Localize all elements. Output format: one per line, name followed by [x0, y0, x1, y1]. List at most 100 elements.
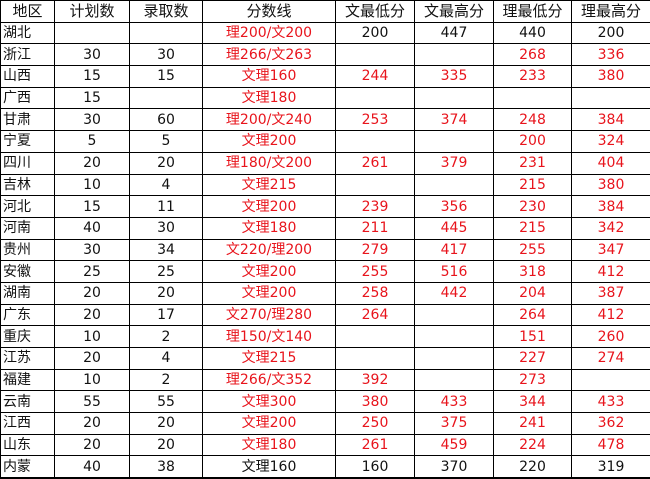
wen-min-cell: 253 [336, 109, 415, 131]
header-li-min: 理最低分 [494, 1, 572, 23]
li-min-cell: 224 [494, 434, 572, 456]
li-min-cell: 215 [494, 174, 572, 196]
admitted-cell [130, 87, 203, 109]
wen-min-cell [336, 87, 415, 109]
li-min-cell [494, 87, 572, 109]
plan-cell: 55 [55, 391, 130, 413]
region-cell: 广东 [1, 304, 55, 326]
plan-cell: 15 [55, 196, 130, 218]
wen-max-cell [415, 174, 494, 196]
wen-min-cell: 250 [336, 413, 415, 435]
score-line-cell: 文理200 [203, 196, 336, 218]
score-line-cell: 理266/文352 [203, 369, 336, 391]
wen-min-cell [336, 131, 415, 153]
wen-min-cell: 211 [336, 217, 415, 239]
wen-max-cell: 516 [415, 261, 494, 283]
plan-cell: 5 [55, 131, 130, 153]
li-max-cell: 384 [572, 109, 650, 131]
score-line-cell: 文理180 [203, 217, 336, 239]
region-cell: 安徽 [1, 261, 55, 283]
li-min-cell: 231 [494, 152, 572, 174]
plan-cell: 15 [55, 87, 130, 109]
admitted-cell: 4 [130, 174, 203, 196]
admitted-cell: 2 [130, 369, 203, 391]
region-cell: 广西 [1, 87, 55, 109]
li-min-cell: 264 [494, 304, 572, 326]
plan-cell: 25 [55, 261, 130, 283]
score-line-cell: 理200/文200 [203, 22, 336, 44]
plan-cell [55, 22, 130, 44]
li-max-cell: 324 [572, 131, 650, 153]
li-max-cell: 412 [572, 261, 650, 283]
li-min-cell: 255 [494, 239, 572, 261]
wen-min-cell: 380 [336, 391, 415, 413]
wen-max-cell [415, 131, 494, 153]
plan-cell: 20 [55, 304, 130, 326]
wen-max-cell [415, 44, 494, 66]
wen-min-cell: 244 [336, 66, 415, 88]
plan-cell: 10 [55, 369, 130, 391]
admitted-cell: 17 [130, 304, 203, 326]
wen-max-cell: 374 [415, 109, 494, 131]
wen-max-cell [415, 348, 494, 370]
admitted-cell: 15 [130, 66, 203, 88]
li-max-cell [572, 369, 650, 391]
wen-min-cell: 261 [336, 434, 415, 456]
header-wen-min: 文最低分 [336, 1, 415, 23]
plan-cell: 40 [55, 217, 130, 239]
li-max-cell: 274 [572, 348, 650, 370]
header-region: 地区 [1, 1, 55, 23]
score-line-cell: 理200/文240 [203, 109, 336, 131]
wen-max-cell [415, 304, 494, 326]
region-cell: 江西 [1, 413, 55, 435]
wen-max-cell: 379 [415, 152, 494, 174]
plan-cell: 20 [55, 348, 130, 370]
score-line-cell: 文270/理280 [203, 304, 336, 326]
wen-min-cell: 200 [336, 22, 415, 44]
plan-cell: 20 [55, 434, 130, 456]
score-line-cell: 理150/文140 [203, 326, 336, 348]
li-max-cell: 412 [572, 304, 650, 326]
admitted-cell: 2 [130, 326, 203, 348]
wen-min-cell [336, 326, 415, 348]
li-max-cell: 342 [572, 217, 650, 239]
wen-min-cell: 392 [336, 369, 415, 391]
header-row: 地区 计划数 录取数 分数线 文最低分 文最高分 理最低分 理最高分 [1, 1, 650, 23]
li-min-cell: 230 [494, 196, 572, 218]
wen-min-cell: 264 [336, 304, 415, 326]
li-min-cell: 200 [494, 131, 572, 153]
header-admitted: 录取数 [130, 1, 203, 23]
score-line-cell: 文理200 [203, 261, 336, 283]
wen-max-cell [415, 369, 494, 391]
admitted-cell: 30 [130, 44, 203, 66]
li-min-cell: 215 [494, 217, 572, 239]
li-max-cell: 319 [572, 456, 650, 478]
plan-cell: 15 [55, 66, 130, 88]
li-min-cell: 268 [494, 44, 572, 66]
admitted-cell: 20 [130, 282, 203, 304]
wen-max-cell [415, 326, 494, 348]
wen-min-cell: 258 [336, 282, 415, 304]
li-max-cell: 362 [572, 413, 650, 435]
wen-max-cell: 370 [415, 456, 494, 478]
score-line-cell: 文理160 [203, 66, 336, 88]
score-line-cell: 文220/理200 [203, 239, 336, 261]
header-li-max: 理最高分 [572, 1, 650, 23]
score-line-cell: 文理180 [203, 87, 336, 109]
admitted-cell: 4 [130, 348, 203, 370]
plan-cell: 10 [55, 326, 130, 348]
li-max-cell: 200 [572, 22, 650, 44]
li-max-cell: 347 [572, 239, 650, 261]
wen-max-cell: 445 [415, 217, 494, 239]
plan-cell: 20 [55, 282, 130, 304]
admitted-cell: 20 [130, 434, 203, 456]
li-min-cell: 440 [494, 22, 572, 44]
